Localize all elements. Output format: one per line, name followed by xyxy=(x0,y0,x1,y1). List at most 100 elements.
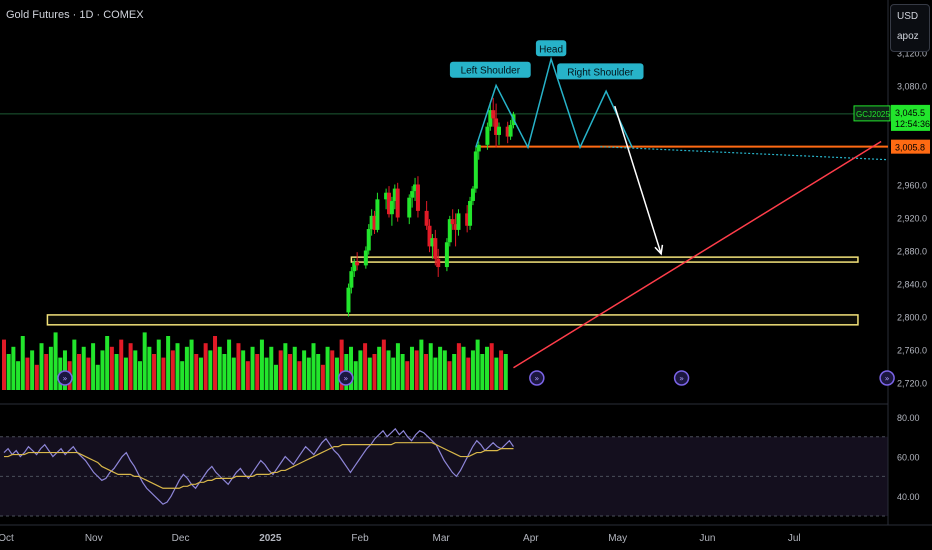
volume-bar xyxy=(306,357,311,390)
volume-bar xyxy=(470,350,475,390)
head-label-bg xyxy=(535,40,567,57)
volume-bar xyxy=(128,343,133,390)
last-price-countdown: 12:54:36 xyxy=(895,119,930,129)
projection-arrow-head xyxy=(654,244,664,256)
event-icon-glyph: » xyxy=(534,374,539,383)
volume-bar xyxy=(72,339,77,390)
volume-bar xyxy=(245,361,250,390)
volume-bar xyxy=(349,346,354,390)
candle-body xyxy=(369,215,374,230)
price-tick-label: 2,800.0 xyxy=(897,313,927,323)
volume-bar xyxy=(419,339,424,390)
volume-bar xyxy=(358,350,363,390)
candle-body xyxy=(387,192,391,215)
volume-bar xyxy=(6,354,11,390)
volume-bar xyxy=(213,336,218,390)
neckline-price-tag-bg xyxy=(891,139,930,154)
volume-bar xyxy=(499,350,504,390)
event-icon-glyph: » xyxy=(885,374,890,383)
volume-bar xyxy=(166,336,171,390)
volume-bar xyxy=(264,357,269,390)
candle-body xyxy=(433,238,438,259)
volume-bar xyxy=(438,346,443,390)
right-shoulder-label-bg xyxy=(557,63,644,80)
volume-bar xyxy=(217,346,222,390)
candle-body xyxy=(366,229,371,251)
price-tick-label: 3,120.0 xyxy=(897,48,927,58)
price-tick-label: 2,960.0 xyxy=(897,180,927,190)
chart-title: Gold Futures · 1D · COMEX xyxy=(6,9,144,21)
volume-bar xyxy=(405,361,410,390)
volume-bar xyxy=(325,346,330,390)
candle-body xyxy=(488,110,493,127)
volume-bar xyxy=(2,339,6,390)
volume-bar xyxy=(25,357,30,390)
volume-bar xyxy=(428,343,433,390)
candle-body xyxy=(392,188,397,201)
candle-body xyxy=(427,225,432,247)
time-tick-label: Oct xyxy=(0,533,14,544)
volume-bar xyxy=(203,343,208,390)
neckline-price-value: 3,005.8 xyxy=(895,143,925,153)
volume-bar xyxy=(278,350,283,390)
volume-bar xyxy=(330,350,335,390)
rsi-line xyxy=(3,427,514,505)
left-shoulder-label-bg xyxy=(449,61,531,78)
volume-bar xyxy=(489,343,494,390)
event-icon-glyph: » xyxy=(343,374,348,383)
volume-bar xyxy=(372,354,377,390)
volume-bar xyxy=(109,346,114,390)
event-icon xyxy=(879,370,895,386)
candle-body xyxy=(395,188,400,218)
scale-mode-label: apoz xyxy=(897,31,919,42)
volume-bar xyxy=(288,354,293,390)
volume-bar xyxy=(34,364,39,390)
volume-bar xyxy=(241,350,246,390)
volume-bar xyxy=(222,354,227,390)
symbol-tag-bg xyxy=(853,105,891,122)
volume-bar xyxy=(86,357,91,390)
volume-bar xyxy=(494,357,499,390)
candle-body xyxy=(363,250,368,266)
head-shoulders-pattern xyxy=(475,56,633,150)
volume-bar xyxy=(30,350,35,390)
event-icon xyxy=(529,370,545,386)
candle-body xyxy=(415,184,420,211)
volume-bar xyxy=(259,339,264,390)
volume-bar xyxy=(311,343,316,390)
candle-body xyxy=(453,224,458,230)
projection-arrow xyxy=(614,105,662,255)
volume-bar xyxy=(48,346,53,390)
volume-bar xyxy=(409,346,414,390)
volume-bar xyxy=(114,354,119,390)
candle-body xyxy=(349,271,354,288)
volume-bar xyxy=(395,343,400,390)
volume-bar xyxy=(156,339,161,390)
head-label: Head xyxy=(539,44,563,55)
volume-bar xyxy=(339,339,344,390)
volume-bar xyxy=(133,350,138,390)
symbol-tag: GCJ2025 xyxy=(856,110,890,119)
candle-body xyxy=(491,110,496,119)
volume-bar xyxy=(119,339,124,390)
volume-bar xyxy=(236,343,241,390)
volume-bar xyxy=(77,354,82,390)
volume-bar xyxy=(250,346,255,390)
volume-bar xyxy=(194,354,199,390)
volume-bar xyxy=(283,343,288,390)
price-tick-label: 2,880.0 xyxy=(897,247,927,257)
candle-body xyxy=(410,191,415,198)
candle-body xyxy=(473,151,478,189)
volume-bar xyxy=(414,350,419,390)
candle-body xyxy=(444,242,449,268)
volume-bar xyxy=(316,354,321,390)
volume-bar xyxy=(152,354,157,390)
volume-bar xyxy=(269,346,274,390)
volume-bar xyxy=(400,354,405,390)
support-zone xyxy=(46,314,859,326)
currency-label: USD xyxy=(897,11,919,22)
volume-bar xyxy=(297,361,302,390)
volume-bar xyxy=(53,332,58,390)
scale-settings-box[interactable]: USD apoz xyxy=(890,4,930,52)
